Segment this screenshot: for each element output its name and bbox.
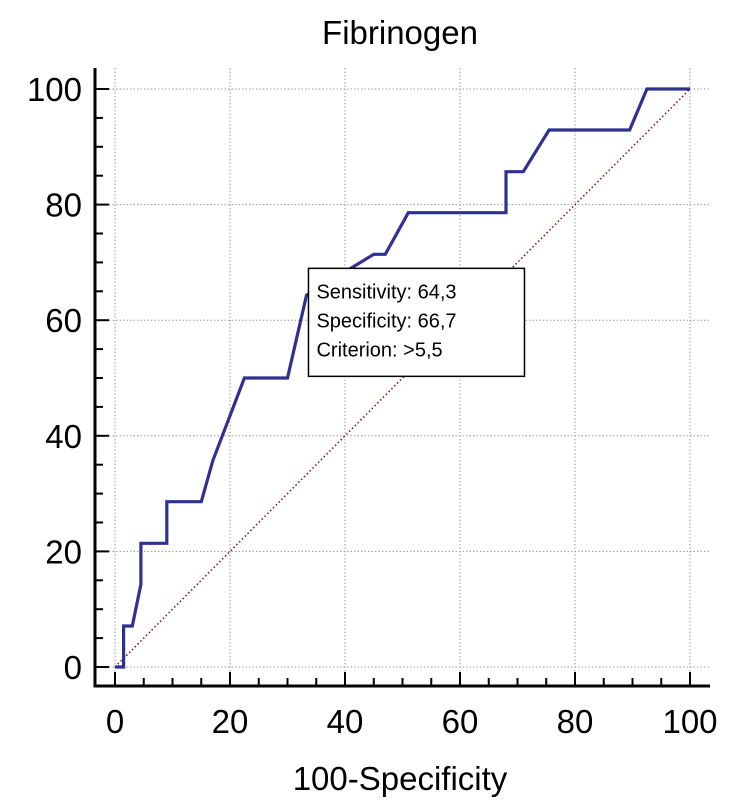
y-tick-label: 20	[45, 533, 82, 570]
annotation-line: Criterion: >5,5	[316, 339, 442, 361]
roc-curve	[115, 87, 690, 669]
annotation-line: Sensitivity: 64,3	[316, 281, 456, 303]
y-tick-label: 100	[27, 71, 82, 108]
y-tick-label: 80	[45, 187, 82, 224]
y-tick-label: 60	[45, 302, 82, 339]
chart-title: Fibrinogen	[322, 14, 478, 51]
x-tick-label: 0	[106, 703, 124, 740]
reference-diagonal	[114, 88, 691, 668]
annotation-line: Specificity: 66,7	[316, 310, 456, 332]
x-tick-label: 20	[212, 703, 249, 740]
x-tick-label: 100	[662, 703, 717, 740]
y-tick-label: 40	[45, 418, 82, 455]
x-axis-label: 100-Specificity	[293, 760, 508, 797]
annotation-box: Sensitivity: 64,3 Specificity: 66,7 Criter…	[307, 267, 526, 378]
roc-curve-line	[115, 87, 690, 669]
grid-lines	[95, 68, 710, 686]
axes	[93, 68, 710, 688]
annotation-rect	[307, 267, 526, 378]
x-tick-label: 60	[442, 703, 479, 740]
x-tick-label: 80	[557, 703, 594, 740]
y-tick-label: 0	[64, 649, 82, 686]
x-tick-label: 40	[327, 703, 364, 740]
tick-labels: 0 20 40 60 80 100 0 20 40 60 80 100	[27, 71, 718, 740]
reference-line	[114, 88, 691, 668]
